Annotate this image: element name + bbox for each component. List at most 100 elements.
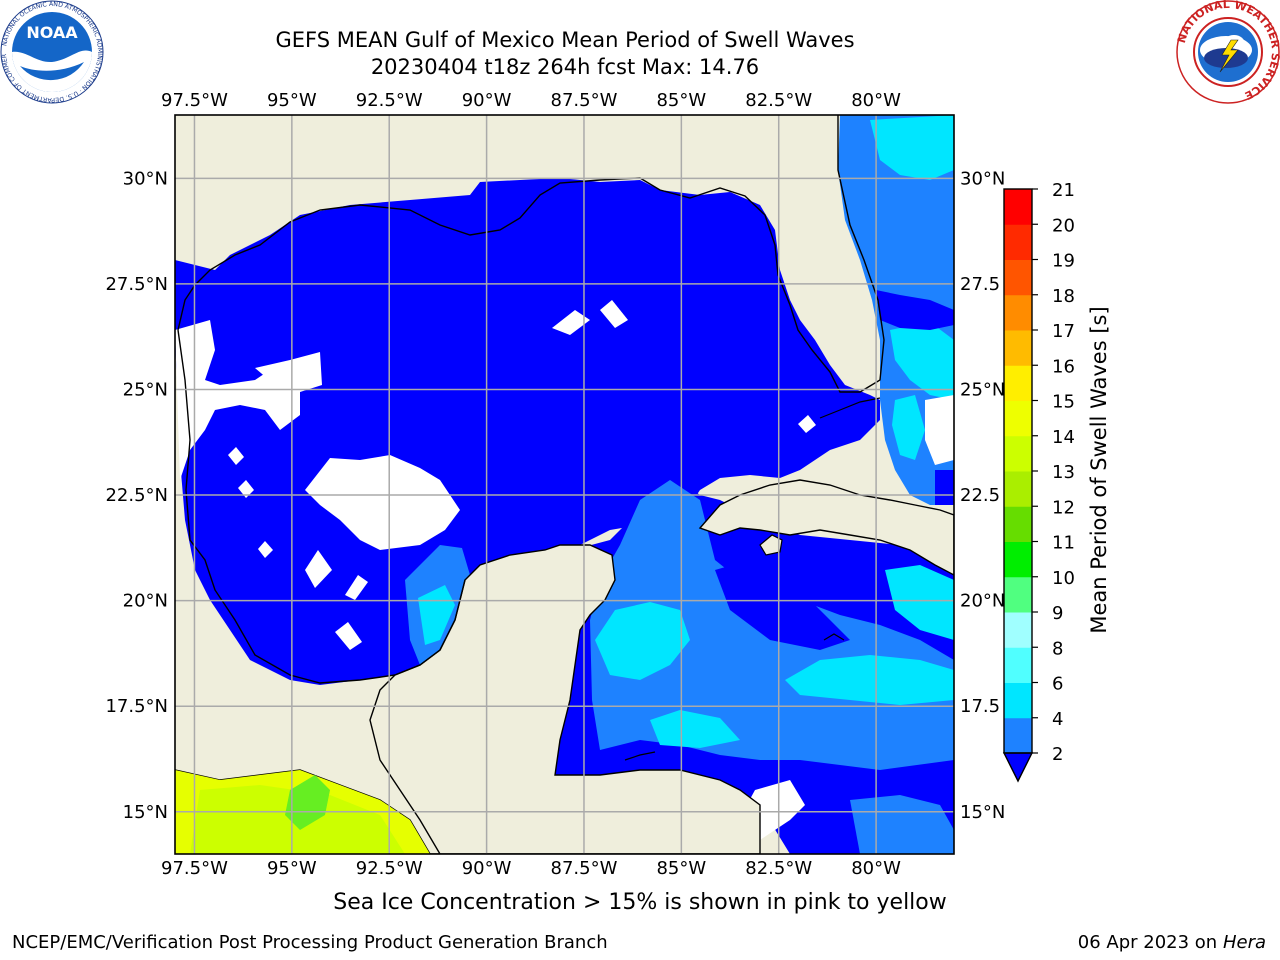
- missing-data-patch: [798, 415, 816, 433]
- latitude-tick-label: 25°N: [123, 379, 168, 400]
- period-low-area: [876, 290, 954, 330]
- latitude-tick-label: 22.5°N: [105, 485, 168, 506]
- latitude-tick-label: 25°N: [960, 379, 1005, 400]
- footer-machine: Hera: [1222, 932, 1266, 953]
- island: [823, 633, 845, 641]
- island: [624, 751, 656, 761]
- colorbar-label: Mean Period of Swell Waves [s]: [1087, 306, 1111, 633]
- longitude-tick-label: 95°W: [267, 858, 317, 879]
- colorbar-tick-label: 13: [1052, 462, 1075, 483]
- missing-data-patch: [335, 622, 362, 650]
- colorbar-extension: [1002, 752, 1034, 783]
- island: [759, 534, 783, 556]
- longitude-tick-label: 87.5°W: [551, 90, 618, 111]
- map-frame: [174, 114, 955, 855]
- colorbar-segment: [1004, 576, 1032, 613]
- colorbar-tick-label: 10: [1052, 568, 1075, 589]
- period-4-6-area: [890, 322, 954, 400]
- colorbar-tick-label: 12: [1052, 497, 1075, 518]
- longitude-tick-label: 87.5°W: [551, 858, 618, 879]
- longitude-tick-label: 97.5°W: [161, 90, 228, 111]
- nws-logo-icon: NATIONAL WEATHER SERVICE: [1176, 0, 1280, 104]
- missing-data-patch: [305, 455, 460, 550]
- mexico-gulf-coastline: [177, 329, 466, 684]
- cuba-landmass: [698, 479, 954, 576]
- longitude-tick-label: 92.5°W: [356, 858, 423, 879]
- colorbar-segment: [1004, 506, 1032, 542]
- latitude-tick-label: 27.5: [960, 274, 1000, 295]
- colorbar-segment: [1004, 435, 1032, 472]
- latitude-tick-label: 20°N: [123, 591, 168, 612]
- colorbar-segment: [1004, 471, 1032, 507]
- map-gridlines: [175, 115, 954, 854]
- colorbar-tick-label: 16: [1052, 356, 1075, 377]
- colorbar-tick-label: 19: [1052, 251, 1075, 272]
- colorbar-tick-label: 17: [1052, 321, 1075, 342]
- latitude-tick-label: 17.5°N: [105, 696, 168, 717]
- sea-ice-note: Sea Ice Concentration > 15% is shown in …: [333, 890, 947, 915]
- longitude-tick-label: 82.5°W: [745, 858, 812, 879]
- colorbar-tick-label: 15: [1052, 392, 1075, 413]
- gulf-of-mexico-ocean: [175, 178, 880, 685]
- period-low-area: [715, 560, 850, 650]
- missing-data-patch: [925, 395, 954, 465]
- latitude-tick-label: 15°N: [123, 802, 168, 823]
- latitude-tick-label: 22.5: [960, 485, 1000, 506]
- period-11-12-area: [285, 775, 330, 830]
- missing-data-patch: [255, 352, 322, 392]
- yucatan-landmass: [175, 544, 761, 854]
- colorbar-segment: [1004, 294, 1032, 331]
- colorbar-tick-label: 6: [1052, 674, 1063, 695]
- latitude-tick-label: 30°N: [123, 168, 168, 189]
- latitude-labels-left: 30°N 27.5°N 25°N 22.5°N 20°N 17.5°N 15°N: [105, 168, 168, 822]
- period-low-area: [935, 470, 954, 505]
- colorbar-segment: [1004, 717, 1032, 754]
- colorbar-tick-label: 8: [1052, 638, 1063, 659]
- noaa-logo-text: NOAA: [26, 23, 78, 42]
- longitude-tick-label: 82.5°W: [745, 90, 812, 111]
- latitude-tick-label: 17.5: [960, 696, 1000, 717]
- colorbar-segment: [1004, 612, 1032, 648]
- colorbar-segment: [1004, 189, 1032, 225]
- map-subtitle: 20230404 t18z 264h fcst Max: 14.76: [370, 55, 760, 79]
- latitude-tick-label: 15°N: [960, 802, 1005, 823]
- colorbar-tick-label: 11: [1052, 533, 1075, 554]
- latitude-labels-right: 30°N 27.5 25°N 22.5 20°N 17.5 15°N: [960, 168, 1005, 822]
- longitude-tick-label: 85°W: [656, 858, 706, 879]
- period-4-6-area: [595, 602, 690, 680]
- colorbar-segment: [1004, 541, 1032, 578]
- colorbar-segment: [1004, 400, 1032, 437]
- longitude-tick-label: 80°W: [851, 90, 901, 111]
- latitude-tick-label: 30°N: [960, 168, 1005, 189]
- longitude-tick-label: 92.5°W: [356, 90, 423, 111]
- missing-data-patch: [600, 300, 628, 328]
- period-4-6-area: [785, 655, 954, 705]
- longitude-labels-bottom: 97.5°W 95°W 92.5°W 90°W 87.5°W 85°W 82.5°W 80°W: [161, 858, 901, 879]
- footer-date-text: 06 Apr 2023 on: [1077, 932, 1223, 953]
- colorbar-tick-label: 14: [1052, 427, 1075, 448]
- missing-data-patch: [305, 550, 332, 588]
- colorbar-segment: [1004, 647, 1032, 683]
- longitude-labels-top: 97.5°W 95°W 92.5°W 90°W 87.5°W 85°W 82.5°W 80°W: [161, 90, 901, 111]
- missing-data-patch: [238, 480, 254, 498]
- colorbar-tick-label: 2: [1052, 744, 1063, 765]
- missing-data-patch: [258, 541, 273, 558]
- longitude-tick-label: 90°W: [462, 858, 512, 879]
- period-4-6-area: [885, 565, 954, 640]
- missing-data-patch: [345, 575, 368, 600]
- colorbar-segment: [1004, 330, 1032, 366]
- colorbar: 2 4 6 8 9 10 11 12 13 14 15 16 17 18 19 20 21: [1002, 180, 1075, 783]
- longitude-tick-label: 85°W: [656, 90, 706, 111]
- colorbar-segment: [1004, 682, 1032, 719]
- colorbar-tick-label: 21: [1052, 180, 1075, 201]
- footer-date: 06 Apr 2023 on Hera: [1078, 932, 1266, 953]
- footer-credit: NCEP/EMC/Verification Post Processing Pr…: [12, 932, 608, 953]
- longitude-tick-label: 80°W: [851, 858, 901, 879]
- colorbar-tick-label: 9: [1052, 603, 1063, 624]
- period-4-6-area: [892, 395, 925, 460]
- colorbar-tick-label: 20: [1052, 215, 1075, 236]
- longitude-tick-label: 97.5°W: [161, 858, 228, 879]
- colorbar-tick-label: 18: [1052, 286, 1075, 307]
- longitude-tick-label: 90°W: [462, 90, 512, 111]
